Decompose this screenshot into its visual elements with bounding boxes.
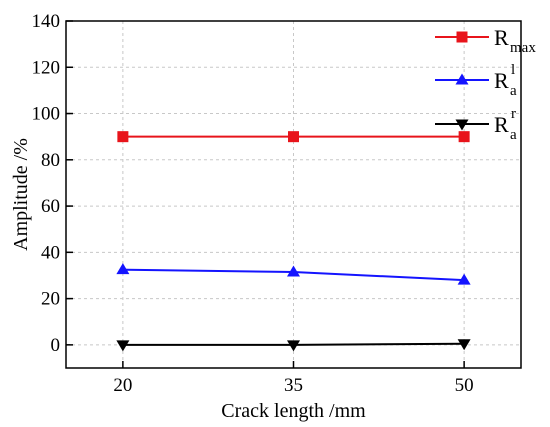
data-point: [457, 273, 471, 285]
legend-subscript: max: [510, 40, 536, 56]
legend-label: R: [494, 25, 509, 50]
y-tick-label: 0: [51, 335, 61, 356]
legend-superscript: l: [511, 62, 515, 78]
series-r-a-l: [116, 263, 471, 285]
series-r-a-r: [116, 339, 471, 352]
legend-superscript: r: [511, 106, 516, 122]
y-tick-label: 60: [41, 196, 60, 217]
y-tick-label: 20: [41, 289, 60, 310]
data-point: [116, 340, 130, 352]
x-tick-label: 50: [455, 375, 474, 396]
legend-subscript: a: [510, 127, 517, 143]
legend-label: R: [494, 68, 509, 93]
y-tick-label: 120: [32, 57, 61, 78]
data-point: [287, 340, 300, 352]
data-point: [455, 73, 469, 85]
data-point: [456, 31, 468, 43]
series-layer: [116, 131, 471, 352]
x-tick-label: 20: [113, 375, 132, 396]
y-tick-label: 80: [41, 150, 60, 171]
axis-ticks: 0 20 40 60 80 100 120 140 20 35 50: [32, 11, 474, 396]
y-axis-title: Amplitude /%: [10, 138, 32, 251]
x-tick-label: 35: [284, 375, 303, 396]
legend-label: R: [494, 112, 509, 137]
data-point: [117, 131, 129, 143]
y-tick-label: 140: [32, 11, 61, 32]
data-point: [458, 131, 470, 143]
data-point: [455, 119, 469, 131]
data-point: [287, 265, 300, 277]
grid: [66, 20, 521, 368]
series-r-max: [117, 131, 470, 143]
data-point: [288, 131, 299, 143]
y-tick-label: 100: [32, 104, 61, 125]
y-tick-label: 40: [41, 242, 60, 263]
data-point: [457, 339, 471, 351]
legend-subscript: a: [510, 83, 517, 99]
x-axis-title: Crack length /mm: [221, 400, 366, 422]
data-point: [116, 263, 130, 275]
